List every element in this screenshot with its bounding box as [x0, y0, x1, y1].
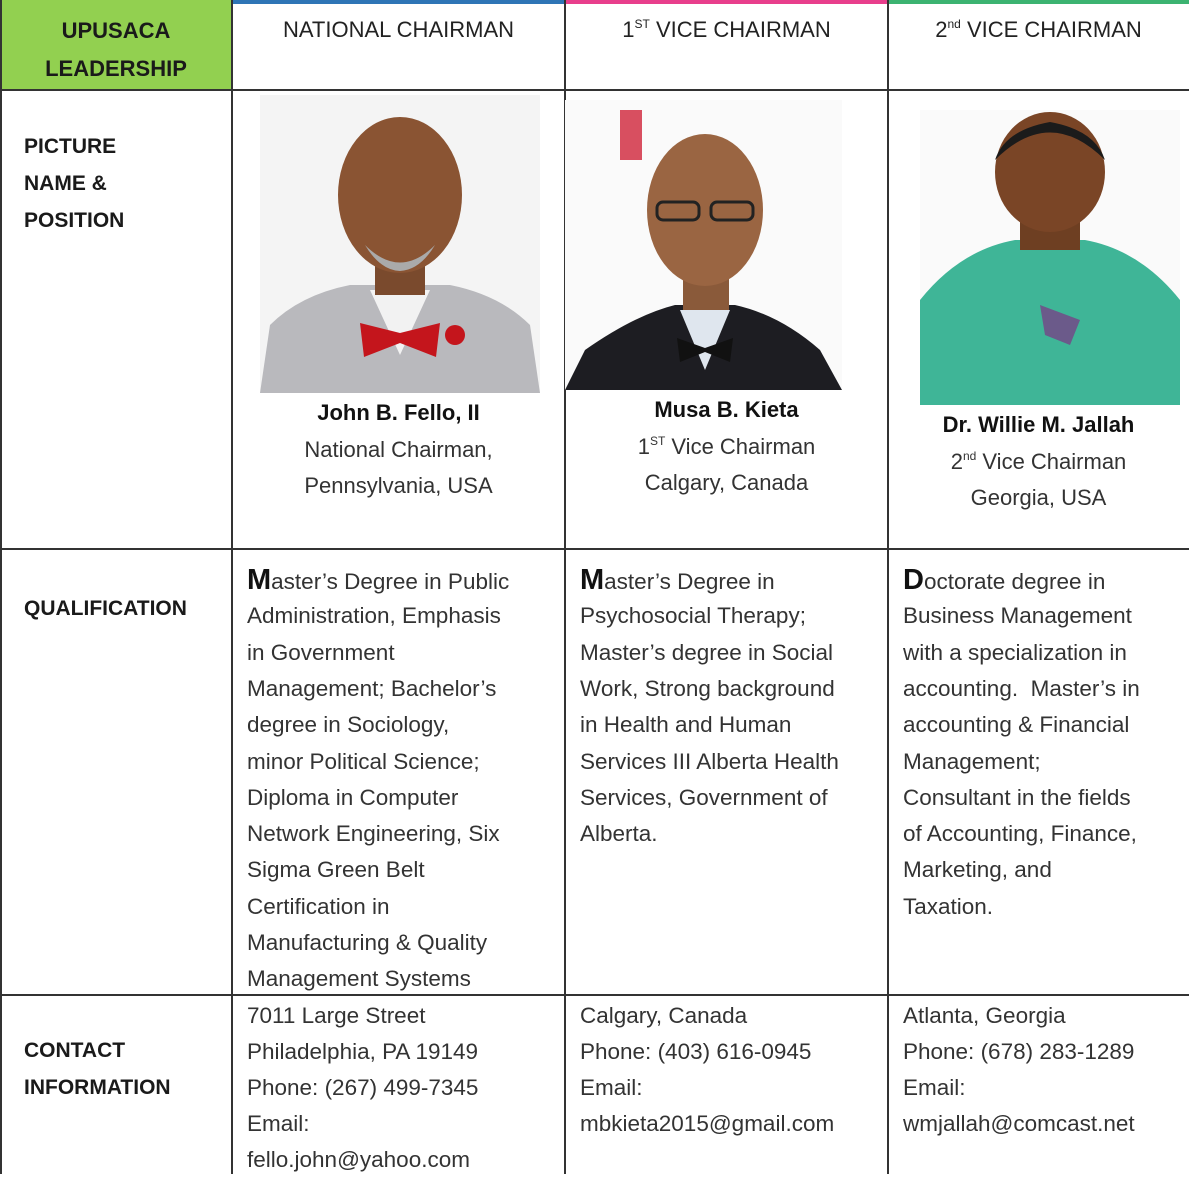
border [0, 0, 2, 1174]
column-heading: NATIONAL CHAIRMAN [282, 17, 515, 42]
superscript: ST [634, 17, 650, 31]
qualification-line: accounting. Master’s in [903, 675, 1140, 701]
photo [565, 100, 842, 390]
prefix: 1 [637, 434, 650, 459]
title-cell [0, 0, 232, 90]
qualification-line: Manufacturing & Quality [247, 930, 488, 955]
row-label: INFORMATION [24, 1076, 171, 1099]
contact-line: Philadelphia, PA 19149 [247, 1039, 479, 1064]
contact-line: wmjallah@comcast.net [903, 1111, 1135, 1136]
qualification-line: Master’s degree in Social [580, 639, 834, 665]
qualification-line: Psychosocial Therapy; [580, 603, 806, 629]
qualification-line: Services III Alberta Health [580, 748, 839, 774]
qualification-line: Sigma Green Belt [247, 857, 425, 883]
qualification-line: Management Systems [247, 966, 471, 992]
position-line: Calgary, Canada [644, 470, 809, 495]
qualification-line: Taxation. [903, 893, 994, 919]
superscript: ST [649, 434, 666, 448]
position-line: National Chairman, [304, 437, 493, 462]
person-name: John B. Fello, II [317, 400, 480, 425]
contact-line: Email: [903, 1075, 966, 1100]
border [564, 0, 566, 1174]
qualification-line: accounting & Financial [903, 712, 1130, 738]
contact-line: Phone: (267) 499-7345 [247, 1075, 479, 1100]
qualification-line: Master’s Degree in Public [247, 564, 510, 596]
contact-line: Atlanta, Georgia [903, 1003, 1066, 1028]
prefix: 2 [935, 17, 948, 42]
qualification-line: degree in Sociology, [247, 712, 450, 738]
qualification-line: Management; [903, 748, 1041, 774]
column-heading: 2nd VICE CHAIRMAN [888, 12, 1189, 48]
superscript: nd [947, 17, 961, 31]
row-label: PICTURE [24, 135, 117, 158]
qualification-line: Business Management [903, 603, 1132, 629]
contact-line: Email: [247, 1111, 310, 1136]
row-label: NAME & [24, 172, 107, 195]
row-label: POSITION [24, 209, 125, 232]
prefix: 2 [950, 449, 963, 474]
qualification-line: Work, Strong background [580, 675, 835, 701]
qualification-line: Network Engineering, Six [247, 821, 500, 847]
position-line: Georgia, USA [970, 485, 1107, 510]
text: VICE CHAIRMAN [649, 17, 831, 42]
qualification-line: with a specialization in [903, 639, 1127, 665]
row-label: CONTACT [24, 1039, 126, 1062]
qualification-line: Consultant in the fields [903, 784, 1131, 810]
contact-line: Calgary, Canada [580, 1003, 748, 1028]
row-label: QUALIFICATION [24, 597, 187, 620]
photo [920, 110, 1180, 405]
superscript: nd [962, 449, 977, 463]
border [0, 994, 1189, 996]
photo [260, 95, 540, 393]
contact-line: 7011 Large Street [247, 1003, 426, 1028]
text: Vice Chairman [665, 434, 816, 459]
border [0, 548, 1189, 550]
accent-blue [232, 0, 565, 4]
person-name: Musa B. Kieta [654, 397, 799, 422]
contact-line: mbkieta2015@gmail.com [580, 1111, 835, 1136]
accent-green [888, 0, 1189, 4]
qualification-line: Administration, Emphasis [247, 603, 501, 629]
border [231, 0, 233, 1174]
contact-line: Email: [580, 1075, 643, 1100]
contact-line: Phone: (403) 616-0945 [580, 1039, 812, 1064]
title-line: LEADERSHIP [45, 56, 187, 81]
qualification-line: Diploma in Computer [247, 784, 459, 810]
contact-line: Phone: (678) 283-1289 [903, 1039, 1135, 1064]
qualification-line: in Health and Human [580, 712, 792, 738]
title-line: UPUSACA [61, 18, 171, 43]
qualification-line: in Government [247, 639, 395, 665]
border [0, 89, 1189, 91]
person-name: Dr. Willie M. Jallah [942, 412, 1135, 437]
text: Vice Chairman [976, 449, 1127, 474]
text: VICE CHAIRMAN [960, 17, 1142, 42]
qualification-line: Marketing, and [903, 857, 1052, 883]
qualification-line: minor Political Science; [247, 748, 480, 774]
column-heading: 1ST VICE CHAIRMAN [565, 12, 888, 48]
contact-line: fello.john@yahoo.com [247, 1147, 470, 1172]
position-line: Pennsylvania, USA [304, 473, 493, 498]
prefix: 1 [622, 17, 635, 42]
qualification-line: Master’s Degree in [580, 564, 775, 596]
accent-pink [565, 0, 888, 4]
position-line: 2nd Vice Chairman [888, 444, 1189, 480]
qualification-line: of Accounting, Finance, [903, 821, 1137, 847]
qualification-line: Certification in [247, 893, 390, 919]
qualification-line: Management; Bachelor’s [247, 675, 497, 701]
qualification-line: Services, Government of [580, 784, 828, 810]
position-line: 1ST Vice Chairman [565, 429, 888, 465]
border [887, 0, 889, 1174]
qualification-line: Doctorate degree in [903, 564, 1106, 596]
qualification-line: Alberta. [580, 821, 658, 847]
